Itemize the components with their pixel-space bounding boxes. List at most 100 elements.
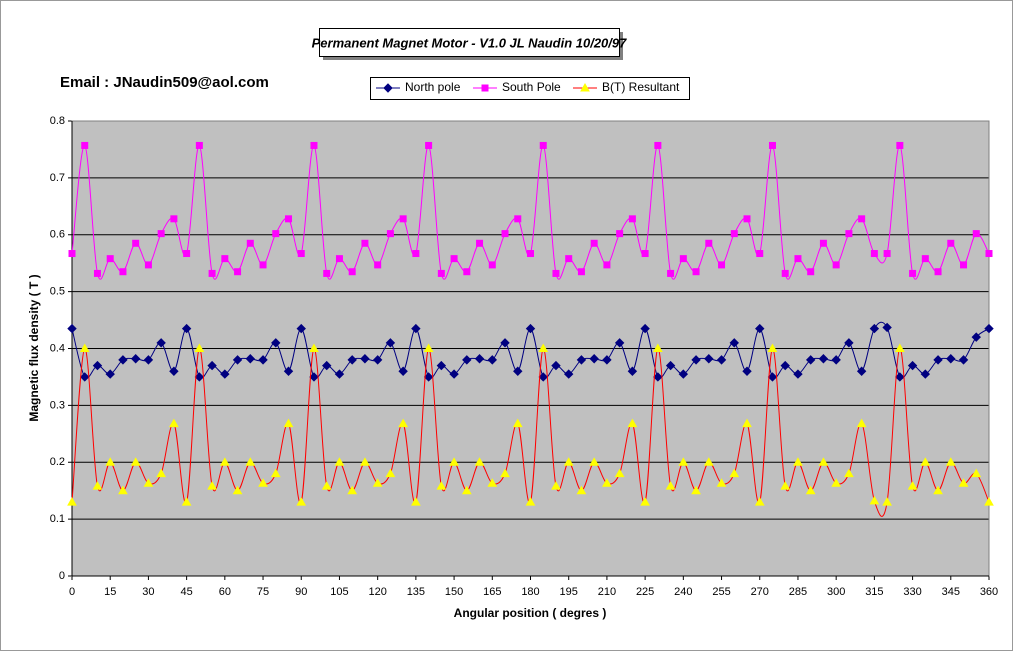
data-point [947, 239, 955, 247]
data-point [67, 323, 77, 334]
data-point [476, 239, 484, 247]
data-point [767, 372, 778, 382]
data-point [169, 418, 179, 428]
data-point [181, 323, 192, 334]
data-point [513, 366, 523, 376]
data-point [92, 360, 103, 371]
data-point [614, 338, 625, 348]
x-tick-label: 180 [521, 586, 539, 598]
data-point [207, 360, 217, 371]
legend-marker [481, 84, 489, 92]
data-point [334, 369, 345, 379]
data-point [985, 250, 993, 258]
data-point [283, 418, 294, 428]
data-point [347, 485, 358, 495]
data-point [118, 485, 128, 495]
x-tick-label: 345 [942, 586, 960, 598]
data-point [221, 255, 229, 263]
data-point [195, 141, 203, 149]
data-point [309, 343, 319, 352]
data-point [602, 478, 612, 487]
data-point [691, 355, 701, 365]
data-point [487, 478, 498, 487]
data-point [934, 268, 942, 276]
y-tick-label: 0.4 [50, 342, 65, 354]
data-point [347, 355, 357, 365]
data-point [946, 354, 956, 364]
x-tick-label: 15 [104, 586, 116, 598]
data-point [385, 468, 396, 478]
data-point [716, 478, 727, 487]
data-point [245, 354, 256, 364]
data-point [208, 269, 216, 277]
data-point [79, 343, 90, 352]
data-point [500, 468, 510, 478]
data-point [463, 268, 471, 276]
data-point [462, 355, 472, 365]
data-point [68, 250, 76, 258]
data-point [474, 457, 485, 466]
data-point [627, 418, 638, 428]
data-point [742, 418, 752, 428]
data-point [271, 338, 281, 348]
data-point [144, 261, 152, 269]
data-point [768, 141, 776, 149]
data-point [754, 497, 765, 506]
x-tick-label: 270 [751, 586, 769, 598]
data-point [360, 457, 370, 466]
data-point [652, 343, 663, 352]
y-tick-label: 0.6 [50, 229, 65, 241]
data-point [920, 369, 931, 379]
data-point [577, 268, 585, 276]
data-point [679, 255, 687, 263]
data-point [640, 497, 650, 506]
data-point [907, 360, 918, 371]
x-tick-label: 240 [674, 586, 692, 598]
data-point [921, 255, 929, 263]
data-point [143, 355, 154, 365]
x-tick-label: 150 [445, 586, 463, 598]
data-point [538, 343, 549, 352]
data-point [232, 355, 243, 365]
data-point [742, 366, 752, 376]
data-point [93, 269, 101, 277]
data-point [245, 457, 256, 466]
x-tick-label: 30 [142, 586, 154, 598]
data-point [310, 141, 318, 149]
legend-label: B(T) Resultant [602, 80, 680, 94]
data-point [207, 481, 217, 490]
data-point [246, 239, 254, 247]
data-point [538, 372, 548, 382]
data-point [258, 478, 268, 487]
data-point [807, 268, 815, 276]
data-point [616, 230, 624, 238]
y-tick-label: 0 [59, 570, 65, 582]
data-point [436, 481, 447, 490]
x-tick-label: 195 [560, 586, 578, 598]
data-point [67, 497, 77, 506]
data-point [450, 255, 458, 263]
y-tick-label: 0.2 [50, 456, 65, 468]
data-point [971, 332, 981, 342]
data-point [678, 369, 689, 379]
data-point [81, 141, 89, 149]
data-point [667, 269, 675, 277]
data-point [437, 269, 445, 277]
y-axis-label: Magnetic flux density ( T ) [27, 274, 41, 421]
data-point [805, 485, 816, 495]
data-point [654, 141, 662, 149]
data-point [856, 366, 867, 376]
data-point [335, 255, 343, 263]
data-point [805, 355, 816, 365]
legend-label: North pole [405, 80, 461, 94]
data-point [565, 255, 573, 263]
data-point [958, 478, 969, 487]
data-point [423, 372, 434, 382]
data-point [793, 369, 803, 379]
x-tick-label: 120 [368, 586, 386, 598]
data-point [551, 481, 561, 490]
data-point [755, 323, 765, 334]
legend-marker [580, 82, 590, 92]
